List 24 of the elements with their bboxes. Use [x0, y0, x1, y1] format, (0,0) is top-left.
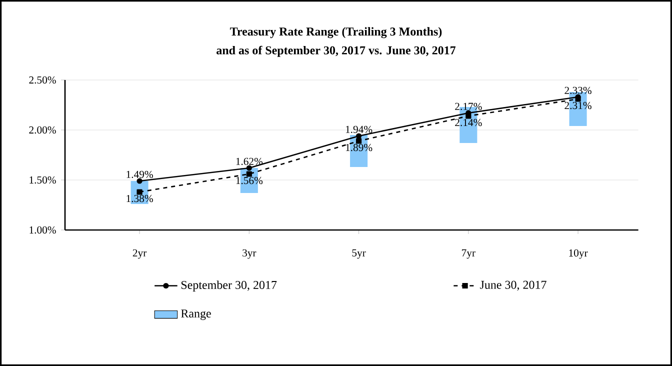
y-tick-label: 2.00%: [29, 126, 56, 134]
chart-title: Treasury Rate Range (Trailing 3 Months): [230, 27, 442, 38]
y-tick-label: 2.50%: [29, 76, 56, 84]
data-label: 2.33%: [564, 86, 592, 94]
chart-subtitle: and as of September 30, 2017 vs. June 30, 2017: [216, 46, 456, 57]
legend-label: June 30, 2017: [480, 280, 546, 291]
legend-label: Range: [181, 310, 211, 320]
data-label: 2.14%: [455, 118, 482, 126]
x-tick-label: 5yr: [352, 249, 366, 259]
y-tick-label: 1.00%: [30, 226, 56, 234]
legend-label: September 30, 2017: [181, 280, 277, 292]
data-label: 1.94%: [346, 126, 372, 134]
x-tick-label: 7yr: [462, 249, 476, 259]
data-label: 1.56%: [236, 176, 263, 184]
data-label: 2.17%: [455, 102, 482, 110]
data-label: 2.31%: [564, 102, 592, 110]
x-tick-label: 10yr: [569, 249, 588, 259]
data-label: 1.89%: [346, 144, 372, 152]
data-label: 1.49%: [126, 170, 153, 178]
y-tick-label: 1.50%: [30, 176, 56, 184]
data-label: 1.62%: [236, 158, 263, 166]
x-tick-label: 2yr: [132, 249, 147, 259]
x-tick-label: 3yr: [242, 249, 256, 259]
data-label: 1.38%: [126, 194, 153, 202]
